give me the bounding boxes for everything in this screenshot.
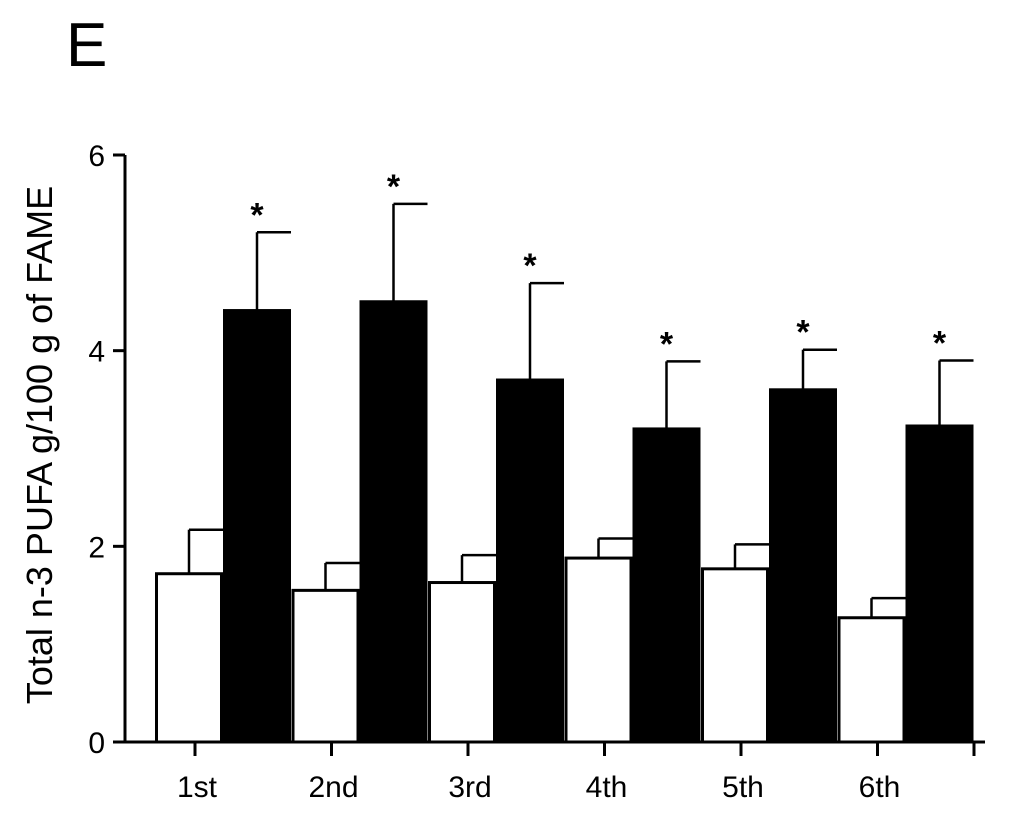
significance-marker: * — [796, 314, 810, 352]
significance-marker: * — [387, 168, 401, 206]
x-tick-label: 4th — [586, 771, 628, 804]
plot-area: 0 2 4 6 * 1st * 2nd * 3rd * 4th * 5th * 6th — [88, 140, 985, 804]
bar-treated — [496, 378, 564, 744]
bar-control — [428, 581, 496, 744]
x-tick-label: 2nd — [308, 771, 358, 804]
significance-marker: * — [660, 325, 674, 363]
bar-treated — [769, 388, 837, 744]
x-tick-label: 5th — [722, 771, 764, 804]
y-tick-label: 4 — [88, 336, 105, 369]
x-tick-label: 1st — [177, 771, 218, 804]
bar-control — [564, 556, 633, 744]
significance-marker: * — [250, 196, 264, 234]
bar-control — [291, 588, 360, 744]
significance-marker: * — [523, 247, 537, 285]
x-tick-label: 6th — [859, 771, 901, 804]
bar-treated — [632, 427, 701, 744]
y-tick-label: 0 — [88, 727, 105, 760]
bar-treated — [359, 300, 428, 744]
y-tick-label: 2 — [88, 531, 105, 564]
bar-treated — [223, 309, 291, 744]
bar-treated — [905, 424, 974, 744]
panel-label: E — [66, 11, 107, 80]
bar-control — [155, 572, 223, 744]
bar-control — [701, 567, 769, 744]
x-tick-label: 3rd — [448, 771, 491, 804]
y-tick-label: 6 — [88, 140, 105, 173]
bar-control — [837, 616, 906, 744]
y-axis-label: Total n-3 PUFA g/100 g of FAME — [19, 186, 60, 704]
significance-marker: * — [933, 324, 947, 362]
